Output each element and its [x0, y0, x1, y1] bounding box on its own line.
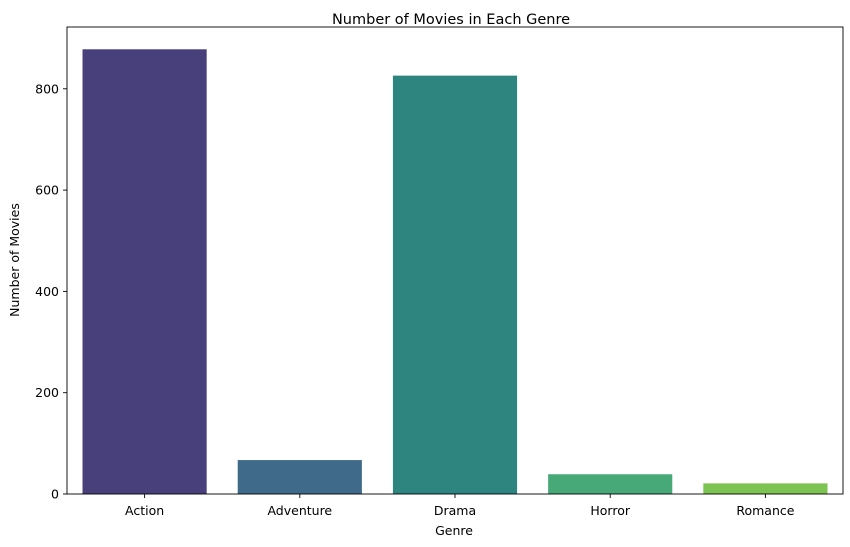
bars-group	[82, 49, 828, 494]
y-axis-ticks: 0 200 400 600 800	[35, 81, 67, 502]
bar-romance	[703, 483, 828, 494]
x-tick-label: Horror	[590, 503, 630, 518]
x-tick-label: Adventure	[267, 503, 332, 518]
x-tick-label: Drama	[434, 503, 476, 518]
y-tick-label: 200	[35, 385, 59, 400]
bar-horror	[548, 474, 673, 494]
y-tick-label: 800	[35, 81, 59, 96]
bar-action	[82, 49, 207, 494]
y-tick-label: 0	[51, 487, 59, 502]
bar-adventure	[237, 460, 362, 494]
x-axis-ticks: Action Adventure Drama Horror Romance	[125, 494, 795, 518]
x-tick-label: Action	[125, 503, 164, 518]
y-tick-label: 400	[35, 284, 59, 299]
chart-title: Number of Movies in Each Genre	[332, 12, 570, 28]
y-tick-label: 600	[35, 183, 59, 198]
plot-frame	[66, 26, 844, 495]
bar-drama	[392, 75, 518, 494]
x-tick-label: Romance	[736, 503, 794, 518]
y-axis-label: Number of Movies	[7, 203, 22, 317]
x-axis-label: Genre	[435, 523, 473, 538]
